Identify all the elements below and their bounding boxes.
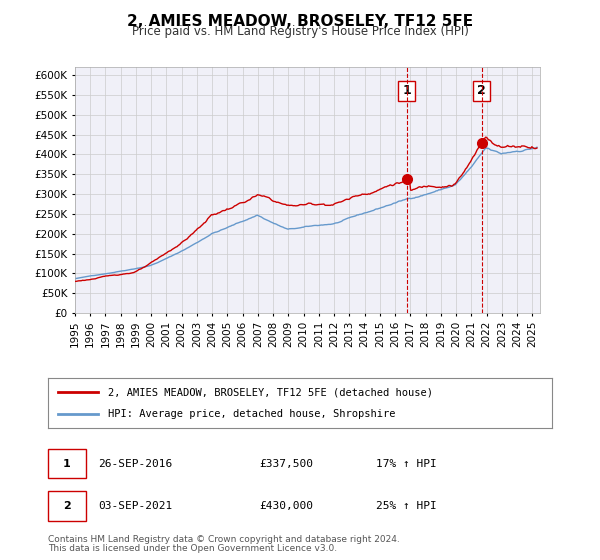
Text: HPI: Average price, detached house, Shropshire: HPI: Average price, detached house, Shro… [109, 409, 396, 419]
FancyBboxPatch shape [48, 491, 86, 521]
Text: 2: 2 [477, 85, 486, 97]
Text: 2: 2 [63, 501, 71, 511]
Text: 2, AMIES MEADOW, BROSELEY, TF12 5FE: 2, AMIES MEADOW, BROSELEY, TF12 5FE [127, 14, 473, 29]
Text: 1: 1 [402, 85, 411, 97]
Text: Contains HM Land Registry data © Crown copyright and database right 2024.: Contains HM Land Registry data © Crown c… [48, 535, 400, 544]
Text: 26-SEP-2016: 26-SEP-2016 [98, 459, 173, 469]
Text: 03-SEP-2021: 03-SEP-2021 [98, 501, 173, 511]
Text: This data is licensed under the Open Government Licence v3.0.: This data is licensed under the Open Gov… [48, 544, 337, 553]
Text: £337,500: £337,500 [260, 459, 314, 469]
Text: 1: 1 [63, 459, 71, 469]
Text: 25% ↑ HPI: 25% ↑ HPI [376, 501, 436, 511]
Text: 2, AMIES MEADOW, BROSELEY, TF12 5FE (detached house): 2, AMIES MEADOW, BROSELEY, TF12 5FE (det… [109, 387, 433, 397]
FancyBboxPatch shape [48, 449, 86, 478]
Text: Price paid vs. HM Land Registry's House Price Index (HPI): Price paid vs. HM Land Registry's House … [131, 25, 469, 38]
Text: 17% ↑ HPI: 17% ↑ HPI [376, 459, 436, 469]
Text: £430,000: £430,000 [260, 501, 314, 511]
